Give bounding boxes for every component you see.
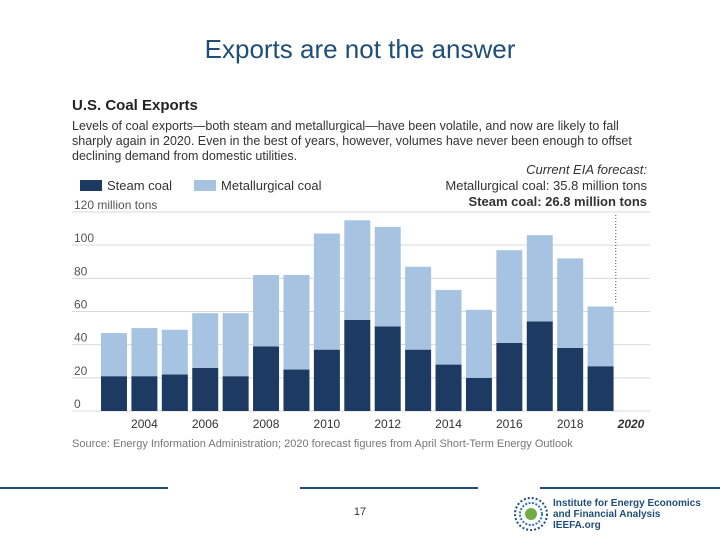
x-tick-label: 2006 bbox=[192, 417, 219, 431]
bar-steam-2017 bbox=[526, 321, 553, 411]
ieefa-name: Institute for Energy Economics and Finan… bbox=[553, 498, 701, 531]
bar-metallurgical-2010 bbox=[313, 233, 340, 350]
bar-steam-2019 bbox=[587, 366, 614, 411]
forecast-title: Current EIA forecast: bbox=[526, 162, 647, 177]
ieefa-globe-logo bbox=[514, 497, 548, 531]
footer-divider-left bbox=[0, 487, 168, 489]
x-tick-label: 2004 bbox=[131, 417, 158, 431]
x-tick-label: 2014 bbox=[435, 417, 462, 431]
bar-metallurgical-2018 bbox=[557, 258, 584, 348]
bar-steam-2005 bbox=[161, 374, 188, 411]
chart-subtitle: Levels of coal exports—both steam and me… bbox=[72, 119, 632, 163]
forecast-steam: Steam coal: 26.8 million tons bbox=[468, 194, 647, 209]
ieefa-name-line1: Institute for Energy Economics bbox=[553, 498, 701, 509]
bar-steam-2016 bbox=[496, 343, 523, 411]
bar-metallurgical-2015 bbox=[465, 309, 492, 378]
bar-metallurgical-2016 bbox=[496, 250, 523, 344]
bar-metallurgical-2017 bbox=[526, 235, 553, 322]
x-tick-label: 2020 bbox=[617, 417, 645, 431]
bar-steam-2004 bbox=[131, 376, 158, 411]
bar-steam-2018 bbox=[557, 347, 584, 411]
x-tick-label: 2008 bbox=[253, 417, 280, 431]
footer-divider-right bbox=[540, 487, 720, 489]
legend-swatch-steam bbox=[80, 180, 102, 191]
bar-metallurgical-2003 bbox=[101, 333, 127, 377]
bar-steam-2011 bbox=[344, 319, 371, 411]
bar-metallurgical-2007 bbox=[222, 313, 249, 377]
legend-item-steam: Steam coal bbox=[80, 178, 172, 193]
chart-title: U.S. Coal Exports bbox=[72, 97, 198, 114]
legend-label-steam: Steam coal bbox=[107, 178, 173, 193]
legend: Steam coal Metallurgical coal bbox=[80, 178, 343, 193]
page-number: 17 bbox=[353, 506, 367, 518]
bar-steam-2012 bbox=[374, 326, 401, 411]
bar-steam-2009 bbox=[283, 369, 310, 411]
bar-metallurgical-2014 bbox=[435, 289, 462, 365]
bar-steam-2013 bbox=[405, 349, 432, 411]
y-tick-label: 80 bbox=[74, 264, 88, 278]
bar-metallurgical-2019 bbox=[587, 306, 614, 367]
bar-metallurgical-2006 bbox=[192, 313, 219, 368]
bar-metallurgical-2013 bbox=[405, 266, 432, 350]
y-tick-label: 40 bbox=[74, 331, 88, 345]
forecast-annotation: Current EIA forecast: Metallurgical coal… bbox=[445, 162, 647, 210]
bar-metallurgical-2012 bbox=[374, 226, 401, 327]
footer-divider-middle bbox=[300, 487, 478, 489]
bar-steam-2010 bbox=[313, 349, 340, 411]
legend-swatch-metallurgical bbox=[194, 180, 217, 191]
y-tick-label: 100 bbox=[74, 231, 94, 245]
bar-metallurgical-2004 bbox=[131, 328, 158, 377]
y-tick-label: 60 bbox=[74, 298, 88, 312]
y-tick-label: 0 bbox=[74, 397, 81, 411]
chart-source: Source: Energy Information Administratio… bbox=[72, 438, 573, 450]
y-tick-label: 20 bbox=[74, 364, 88, 378]
bar-steam-2008 bbox=[253, 346, 280, 411]
x-tick-label: 2012 bbox=[374, 417, 401, 431]
bar-metallurgical-2009 bbox=[283, 275, 310, 370]
slide-title: Exports are not the answer bbox=[204, 34, 516, 64]
x-tick-label: 2018 bbox=[557, 417, 584, 431]
bar-steam-2015 bbox=[465, 377, 492, 411]
y-tick-label: 120 million tons bbox=[74, 198, 157, 212]
bar-metallurgical-2005 bbox=[161, 329, 188, 375]
x-tick-label: 2010 bbox=[314, 417, 341, 431]
ieefa-name-line2: and Financial Analysis bbox=[553, 509, 661, 520]
forecast-metallurgical: Metallurgical coal: 35.8 million tons bbox=[445, 178, 647, 193]
x-tick-label: 2016 bbox=[496, 417, 523, 431]
bar-metallurgical-2011 bbox=[344, 220, 371, 320]
legend-item-metallurgical: Metallurgical coal bbox=[194, 178, 321, 193]
bar-metallurgical-2008 bbox=[253, 275, 280, 347]
bar-steam-2007 bbox=[222, 376, 249, 411]
ieefa-name-line3: IEEFA.org bbox=[553, 520, 601, 531]
legend-label-metallurgical: Metallurgical coal bbox=[221, 178, 322, 193]
bar-steam-2006 bbox=[192, 367, 219, 411]
bar-steam-2003 bbox=[101, 376, 127, 411]
bar-steam-2014 bbox=[435, 364, 462, 411]
